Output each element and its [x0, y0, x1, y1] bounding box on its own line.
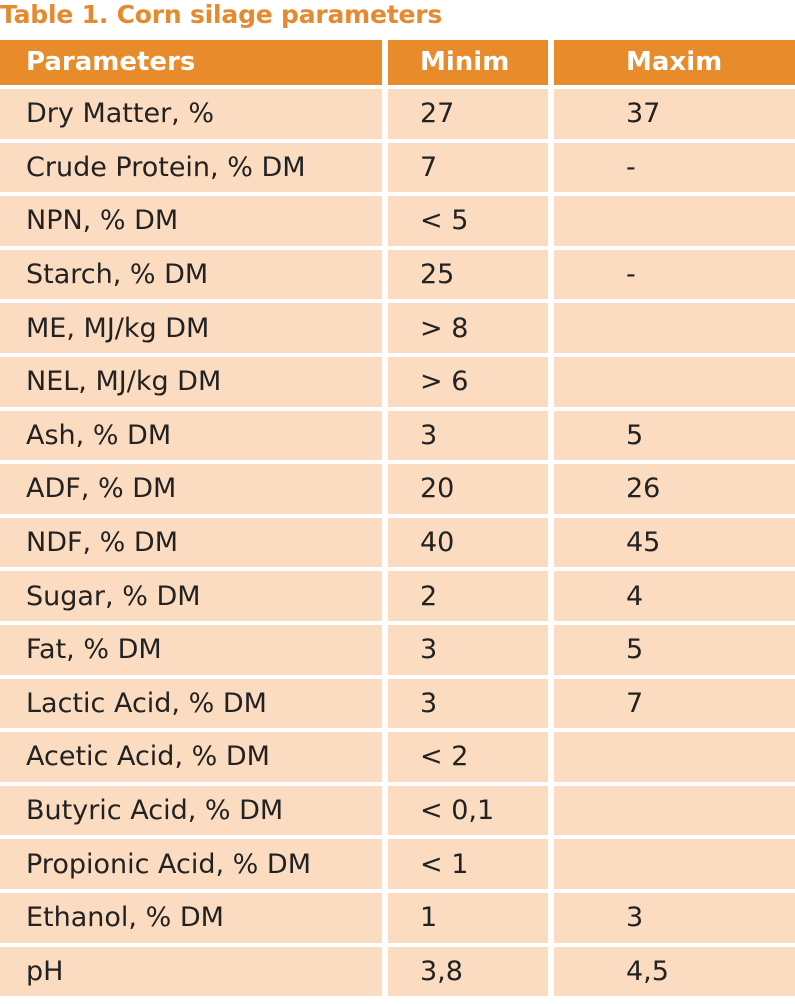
- parameter-cell: NPN, % DM: [0, 196, 388, 250]
- table-row: NDF, % DM 40 45: [0, 517, 795, 572]
- table-row: ADF, % DM 20 26: [0, 464, 795, 518]
- parameter-cell: Crude Protein, % DM: [0, 142, 388, 197]
- table-row: Ethanol, % DM 1 3: [0, 892, 795, 947]
- minim-cell: 40: [388, 517, 554, 572]
- column-header-parameters: Parameters: [0, 40, 388, 89]
- parameter-cell: Butyric Acid, % DM: [0, 785, 388, 840]
- parameter-cell: NEL, MJ/kg DM: [0, 356, 388, 411]
- maxim-cell: [554, 732, 795, 786]
- maxim-cell: 3: [554, 892, 795, 947]
- table-row: NPN, % DM < 5: [0, 196, 795, 250]
- maxim-cell: [554, 196, 795, 250]
- table-row: Crude Protein, % DM 7-: [0, 142, 795, 197]
- table-row: Dry Matter, % 27 37: [0, 89, 795, 143]
- maxim-cell: [554, 303, 795, 357]
- table-row: Lactic Acid, % DM 3 7: [0, 678, 795, 733]
- maxim-cell: 5: [554, 624, 795, 679]
- table-row: Ash, % DM 3 5: [0, 410, 795, 465]
- minim-cell: 1: [388, 892, 554, 947]
- minim-cell: 2: [388, 571, 554, 625]
- minim-cell: 7: [388, 142, 554, 197]
- parameter-cell: Ethanol, % DM: [0, 892, 388, 947]
- parameter-cell: Dry Matter, %: [0, 89, 388, 143]
- maxim-cell: [554, 839, 795, 893]
- table-row: Sugar, % DM 2 4: [0, 571, 795, 625]
- maxim-cell: -: [554, 142, 795, 197]
- maxim-cell: [554, 356, 795, 411]
- minim-cell: < 1: [388, 839, 554, 893]
- maxim-cell: 7: [554, 678, 795, 733]
- parameter-cell: Sugar, % DM: [0, 571, 388, 625]
- table-title: Table 1. Corn silage parameters: [0, 0, 443, 29]
- maxim-cell: 45: [554, 517, 795, 572]
- parameter-cell: Lactic Acid, % DM: [0, 678, 388, 733]
- maxim-cell: 4: [554, 571, 795, 625]
- parameter-cell: Starch, % DM: [0, 249, 388, 304]
- maxim-cell: -: [554, 249, 795, 304]
- maxim-cell: 4,5: [554, 946, 795, 1001]
- column-header-maxim: Maxim: [554, 40, 795, 89]
- minim-cell: 25: [388, 249, 554, 304]
- parameter-cell: Ash, % DM: [0, 410, 388, 465]
- maxim-cell: [554, 785, 795, 840]
- minim-cell: 3: [388, 624, 554, 679]
- maxim-cell: 26: [554, 464, 795, 518]
- table-row: Fat, % DM 3 5: [0, 624, 795, 679]
- maxim-cell: 37: [554, 89, 795, 143]
- minim-cell: < 2: [388, 732, 554, 786]
- parameter-cell: ADF, % DM: [0, 464, 388, 518]
- minim-cell: < 0,1: [388, 785, 554, 840]
- minim-cell: 3: [388, 678, 554, 733]
- table-row: Butyric Acid, % DM < 0,1: [0, 785, 795, 840]
- table-row: pH 3,8 4,5: [0, 946, 795, 1001]
- parameter-cell: pH: [0, 946, 388, 1001]
- parameters-table: Parameters Minim Maxim Dry Matter, % 27 37…: [0, 40, 795, 1001]
- parameter-cell: Fat, % DM: [0, 624, 388, 679]
- minim-cell: > 6: [388, 356, 554, 411]
- minim-cell: < 5: [388, 196, 554, 250]
- parameter-cell: Acetic Acid, % DM: [0, 732, 388, 786]
- table-row: Starch, % DM 25-: [0, 249, 795, 304]
- minim-cell: > 8: [388, 303, 554, 357]
- maxim-cell: 5: [554, 410, 795, 465]
- parameter-cell: ME, MJ/kg DM: [0, 303, 388, 357]
- table-header-row: Parameters Minim Maxim: [0, 40, 795, 89]
- table-row: Propionic Acid, % DM < 1: [0, 839, 795, 893]
- minim-cell: 3: [388, 410, 554, 465]
- minim-cell: 20: [388, 464, 554, 518]
- minim-cell: 3,8: [388, 946, 554, 1001]
- table-row: ME, MJ/kg DM > 8: [0, 303, 795, 357]
- parameter-cell: NDF, % DM: [0, 517, 388, 572]
- table-row: Acetic Acid, % DM < 2: [0, 732, 795, 786]
- column-header-minim: Minim: [388, 40, 554, 89]
- minim-cell: 27: [388, 89, 554, 143]
- parameter-cell: Propionic Acid, % DM: [0, 839, 388, 893]
- table-row: NEL, MJ/kg DM > 6: [0, 356, 795, 411]
